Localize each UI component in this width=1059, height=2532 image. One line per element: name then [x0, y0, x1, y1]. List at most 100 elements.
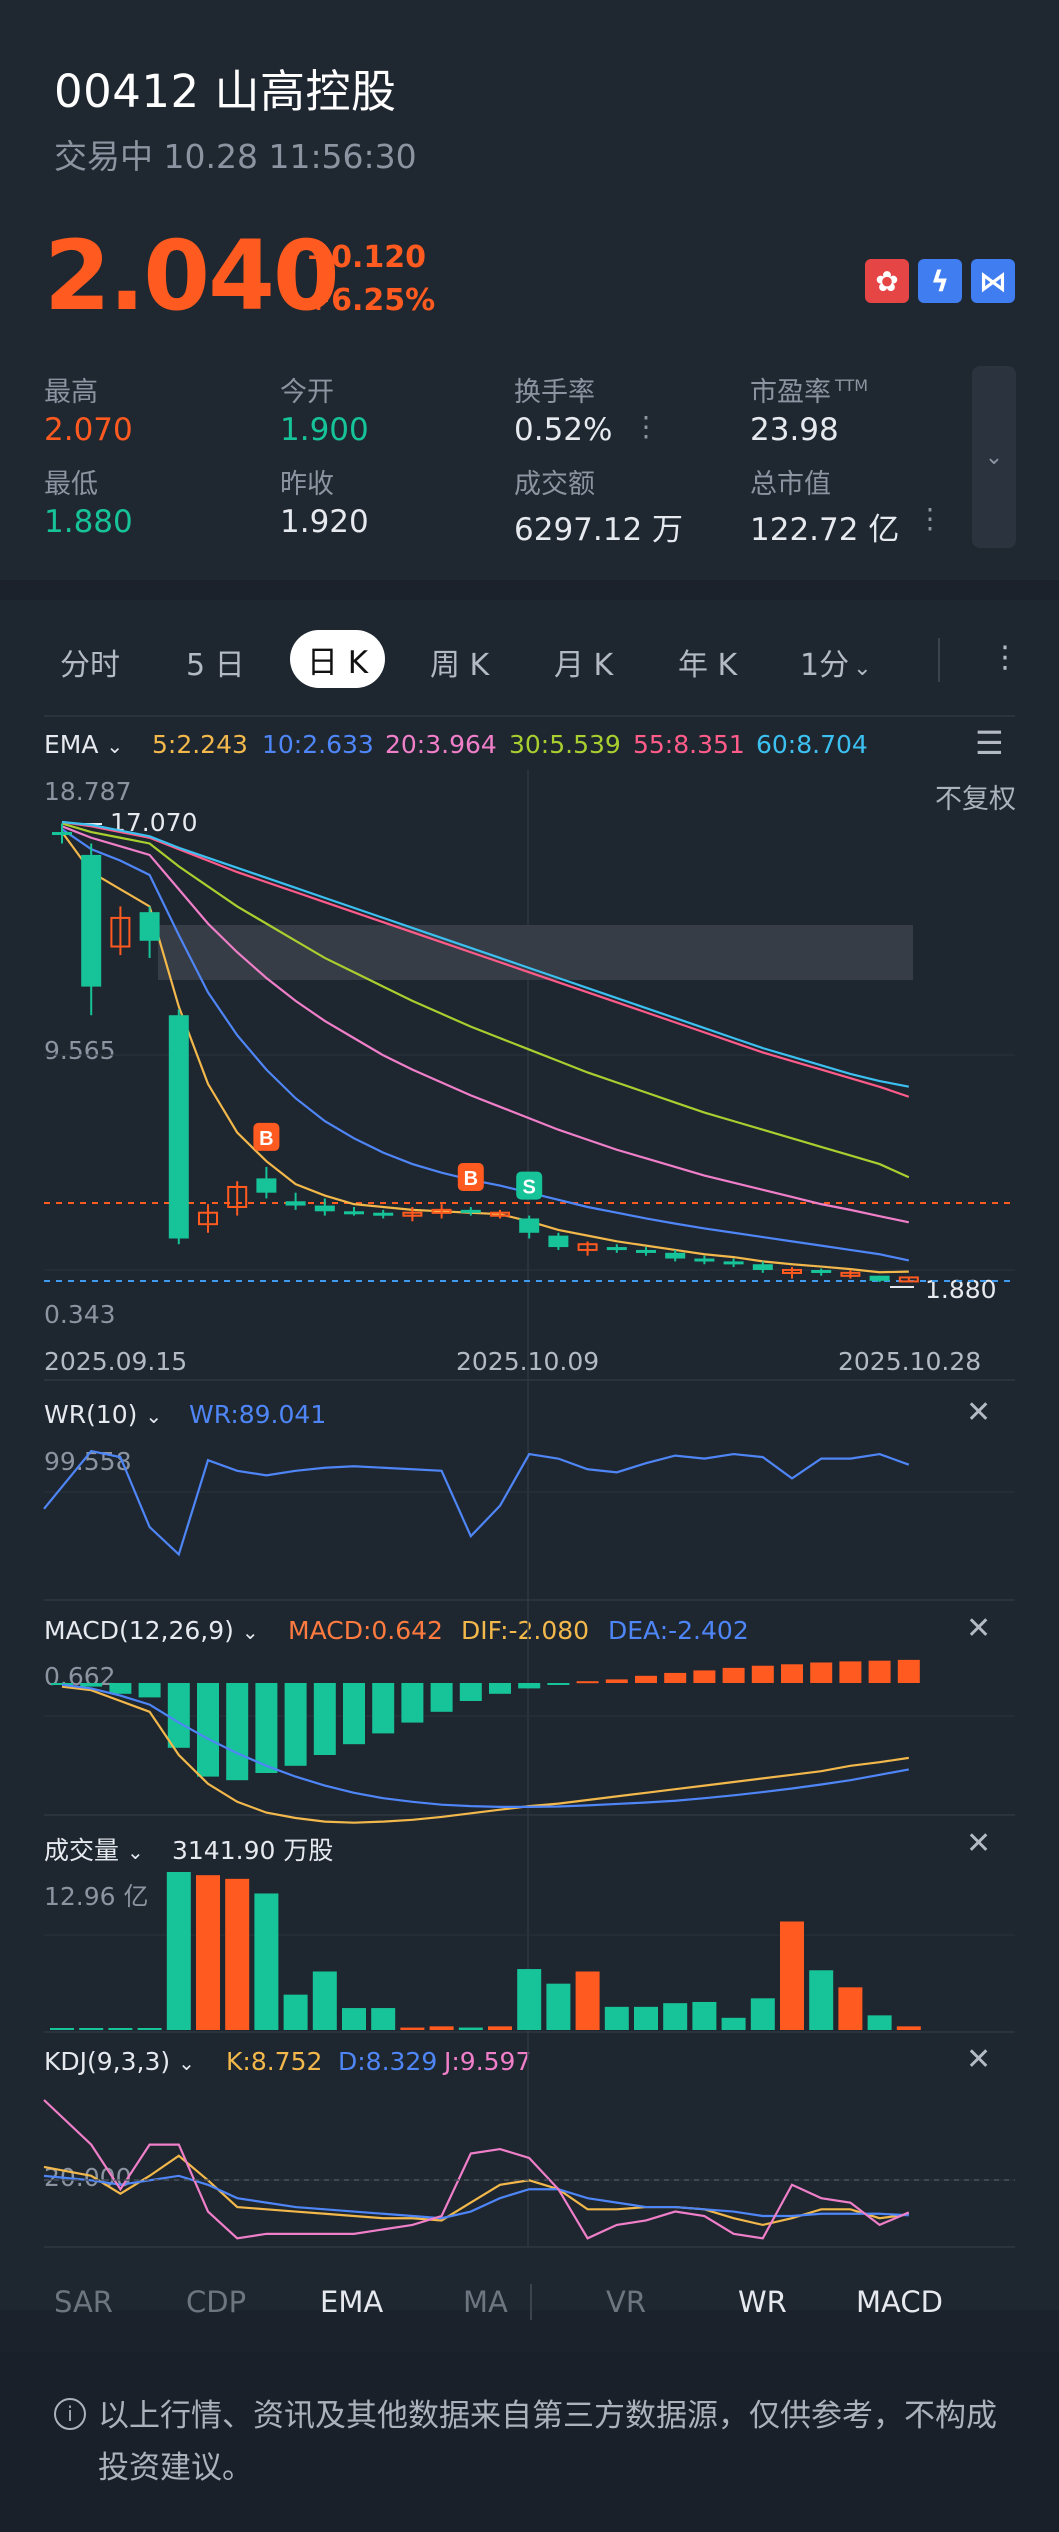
- tab-intraday[interactable]: 分时: [60, 648, 120, 683]
- lightning-icon[interactable]: ϟ: [918, 259, 962, 303]
- adjust-mode[interactable]: 不复权: [935, 784, 1016, 815]
- stat-label-open: 今开: [280, 377, 334, 408]
- ema-line-10: [61, 828, 910, 1262]
- macd-bar: [722, 1667, 745, 1683]
- more-dots-icon[interactable]: ⋮: [632, 410, 660, 443]
- connect-icon[interactable]: ⋈: [971, 259, 1015, 303]
- volume-bar: [750, 1998, 775, 2030]
- stat-value-prev-close: 1.920: [280, 504, 369, 540]
- kdj-selector[interactable]: KDJ(9,3,3) ⌄: [44, 2047, 195, 2076]
- macd-bar: [197, 1683, 219, 1777]
- indicator-ema[interactable]: EMA: [320, 2285, 384, 2319]
- tab-yearly-k[interactable]: 年 K: [678, 648, 738, 683]
- chevron-down-icon: ⌄: [106, 734, 124, 758]
- macd-bar: [459, 1683, 482, 1701]
- kdj-k-value: K:8.752: [226, 2047, 323, 2076]
- indicator-vr[interactable]: VR: [606, 2285, 646, 2319]
- macd-selector[interactable]: MACD(12,26,9) ⌄: [44, 1616, 259, 1645]
- volume-bar: [196, 1875, 220, 2030]
- macd-bar: [284, 1683, 307, 1766]
- candle-body-down: [460, 1209, 481, 1213]
- signal-badge: [516, 1171, 543, 1200]
- stat-label-prev-close: 昨收: [280, 469, 334, 500]
- hk-flag-icon[interactable]: ✿: [865, 259, 909, 303]
- kdj-line-k: [43, 2154, 909, 2227]
- volume-bar: [867, 2015, 892, 2030]
- volume-bar: [663, 2003, 688, 2030]
- candle-body-down: [665, 1252, 686, 1259]
- macd-bar: [839, 1661, 862, 1683]
- close-macd-icon[interactable]: ✕: [966, 1611, 992, 1646]
- indicator-wr[interactable]: WR: [738, 2285, 787, 2319]
- volume-bar: [50, 2028, 74, 2030]
- volume-bar: [896, 2026, 921, 2030]
- stat-value-pe: 23.98: [750, 412, 839, 448]
- indicator-ma[interactable]: MA: [463, 2285, 508, 2319]
- volume-bar: [342, 2008, 366, 2030]
- chevron-down-icon: ⌄: [241, 1620, 259, 1644]
- tab-daily-k[interactable]: 日 K: [290, 630, 385, 688]
- macd-bar: [897, 1659, 920, 1683]
- candle-body-down: [752, 1264, 773, 1270]
- candle-body-down: [256, 1178, 277, 1193]
- volume-bar: [166, 1872, 191, 2030]
- close-kdj-icon[interactable]: ✕: [966, 2042, 992, 2077]
- indicator-cdp[interactable]: CDP: [186, 2285, 247, 2319]
- volume-bar: [254, 1893, 279, 2030]
- ema-line-20: [61, 825, 910, 1224]
- indicator-macd[interactable]: MACD: [856, 2285, 943, 2319]
- stat-value-market-cap: 122.72 亿: [750, 512, 900, 548]
- indicator-sar[interactable]: SAR: [54, 2285, 113, 2319]
- more-options-icon[interactable]: ⋮: [990, 640, 1020, 675]
- y-mid-label: 9.565: [44, 1036, 116, 1065]
- signal-label: B: [259, 1128, 273, 1150]
- macd-bar: [693, 1670, 716, 1683]
- candle-body-up: [898, 1276, 919, 1283]
- chevron-down-icon: ⌄: [126, 1840, 144, 1864]
- kdj-line-d: [43, 2174, 909, 2220]
- macd-bar: [635, 1675, 657, 1683]
- stat-value-high: 2.070: [44, 412, 133, 448]
- ema-selector[interactable]: EMA ⌄: [44, 730, 124, 759]
- info-icon: i: [54, 2398, 86, 2430]
- macd-bar: [605, 1679, 628, 1683]
- candle-body-down: [285, 1201, 306, 1206]
- kdj-d-value: D:8.329: [338, 2047, 438, 2076]
- tab-monthly-k[interactable]: 月 K: [554, 648, 614, 683]
- expand-stats-button[interactable]: ⌄: [972, 366, 1016, 548]
- candle-body-down: [694, 1258, 715, 1262]
- tab-minute[interactable]: 1分 ⌄: [800, 648, 872, 683]
- volume-bar: [312, 1971, 337, 2030]
- ema-line-30: [61, 822, 910, 1179]
- volume-bar: [809, 1970, 834, 2030]
- ema-line-55: [61, 820, 910, 1098]
- y-min-label: 0.343: [44, 1300, 116, 1329]
- more-dots-icon[interactable]: ⋮: [916, 502, 944, 535]
- ema-60-value: 60:8.704: [756, 730, 868, 759]
- menu-icon[interactable]: ☰: [975, 724, 1004, 762]
- tab-weekly-k[interactable]: 周 K: [430, 648, 490, 683]
- wr-value: WR:89.041: [189, 1400, 327, 1429]
- tab-5day[interactable]: 5 日: [186, 648, 245, 683]
- volume-bar: [79, 2028, 104, 2030]
- volume-selector[interactable]: 成交量 ⌄: [44, 1836, 144, 1865]
- candle-body-up: [782, 1268, 802, 1274]
- dif-value: DIF:-2.080: [461, 1616, 590, 1645]
- dea-value: DEA:-2.402: [608, 1616, 749, 1645]
- tab-divider: [938, 638, 940, 682]
- close-volume-icon[interactable]: ✕: [966, 1826, 992, 1861]
- wr-line: [43, 1449, 910, 1557]
- wr-selector[interactable]: WR(10) ⌄: [44, 1400, 163, 1429]
- candle-body-down: [548, 1235, 569, 1248]
- volume-bar: [517, 1969, 542, 2030]
- ema-line-60: [61, 820, 910, 1088]
- candle-body-down: [373, 1212, 394, 1216]
- stat-value-open: 1.900: [280, 412, 369, 448]
- candle-body-up: [402, 1211, 423, 1217]
- candle-body-up: [110, 916, 131, 948]
- volume-bar: [137, 2028, 162, 2030]
- volume-bar: [780, 1921, 804, 2030]
- close-wr-icon[interactable]: ✕: [966, 1395, 992, 1430]
- ema-10-value: 10:2.633: [262, 730, 374, 759]
